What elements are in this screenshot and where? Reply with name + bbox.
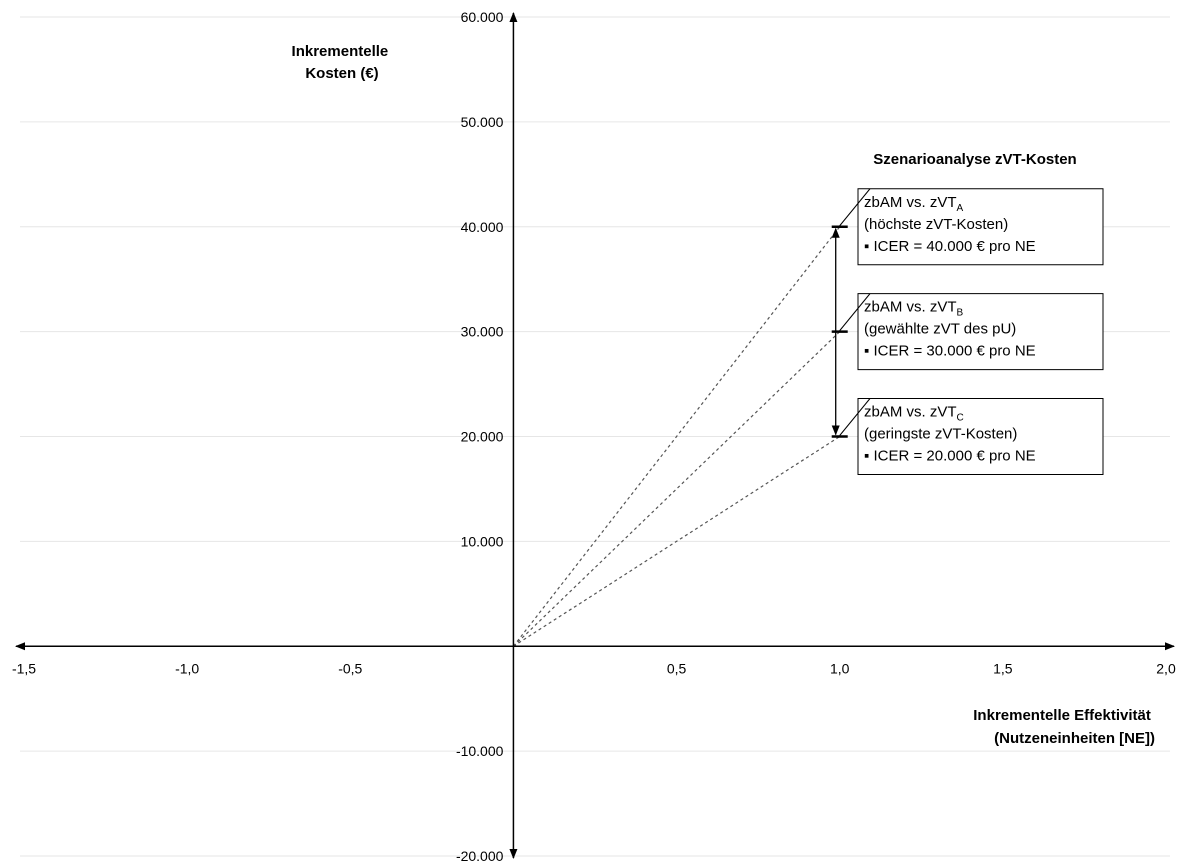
- annotation-b: zbAM vs. zVTB (gewählte zVT des pU) ▪ ICER…: [839, 293, 1104, 371]
- y-tick-label: 50.000: [461, 114, 504, 130]
- x-tick-label: 0,5: [667, 660, 687, 676]
- annotation-leader: [839, 398, 871, 436]
- annotation-description: (geringste zVT-Kosten): [864, 426, 1017, 443]
- icer-line-b: [513, 331, 841, 647]
- x-axis-title-line-2: (Nutzeneinheiten [NE]): [994, 730, 1155, 747]
- y-tick-label: 30.000: [461, 324, 504, 340]
- y-tick-label: 60.000: [461, 9, 504, 25]
- x-tick-label: -0,5: [338, 660, 362, 676]
- annotation-c: zbAM vs. zVTC (geringste zVT-Kosten) ▪ ICE…: [839, 398, 1104, 475]
- annotation-box: [857, 293, 1104, 371]
- y-tick-label: -10.000: [456, 743, 504, 759]
- icer-dashed-lines: [512, 226, 841, 647]
- y-axis-title-line-1: Inkrementelle: [292, 43, 389, 60]
- annotation-description: (gewählte zVT des pU): [864, 321, 1016, 338]
- y-axis-title: Inkrementelle Kosten (€): [292, 43, 393, 82]
- x-tick-label: 2,0: [1156, 660, 1176, 676]
- x-axis-title: Inkrementelle Effektivität (Nutzeneinhei…: [973, 707, 1155, 747]
- annotation-box: [857, 188, 1104, 266]
- icer-line-c: [513, 435, 841, 647]
- annotation-title: zbAM vs. zVTC: [864, 404, 964, 424]
- x-tick-label: 1,5: [993, 660, 1013, 676]
- data-points: [831, 225, 848, 438]
- annotation-icer: ▪ ICER = 40.000 € pro NE: [864, 238, 1036, 255]
- annotation-title-text: zbAM vs. zVT: [864, 194, 957, 211]
- x-tick-label: -1,5: [12, 660, 36, 676]
- annotation-boxes: zbAM vs. zVTA(höchste zVT-Kosten)▪ ICER …: [839, 188, 1104, 475]
- x-tick-labels: -1,5 -1,0 -0,5 0,5 1,0 1,5 2,0: [12, 660, 1176, 676]
- annotation-icer: ▪ ICER = 30.000 € pro NE: [864, 343, 1036, 360]
- x-tick-label: 1,0: [830, 660, 850, 676]
- y-tick-label: 20.000: [461, 429, 504, 445]
- y-tick-label: 40.000: [461, 219, 504, 235]
- annotation-title: zbAM vs. zVTA: [864, 194, 964, 214]
- chart-title: Szenarioanalyse zVT-Kosten: [873, 151, 1076, 168]
- annotation-box: [857, 398, 1104, 475]
- annotation-title-subscript: B: [957, 308, 964, 319]
- annotation-leader: [839, 293, 871, 331]
- annotation-title-text: zbAM vs. zVT: [864, 299, 957, 316]
- y-tick-labels: 60.000 50.000 40.000 30.000 20.000 10.000 -10.…: [456, 9, 504, 861]
- x-axis-title-line-1: Inkrementelle Effektivität: [973, 707, 1151, 724]
- annotation-description: (höchste zVT-Kosten): [864, 216, 1008, 233]
- annotation-a: zbAM vs. zVTA (höchste zVT-Kosten) ▪ ICER …: [839, 188, 1104, 266]
- axes: [15, 12, 1175, 859]
- annotation-leader: [839, 188, 871, 227]
- annotation-icer: ▪ ICER = 20.000 € pro NE: [864, 448, 1036, 465]
- annotation-title: zbAM vs. zVTB: [864, 299, 964, 319]
- annotation-title-subscript: A: [957, 203, 964, 214]
- y-tick-label: 10.000: [461, 533, 504, 549]
- annotation-title-subscript: C: [957, 413, 964, 424]
- icer-line-a: [512, 226, 841, 647]
- y-axis-title-line-2: Kosten (€): [305, 65, 378, 82]
- y-tick-label: -20.000: [456, 848, 504, 861]
- x-tick-label: -1,0: [175, 660, 199, 676]
- annotation-title-text: zbAM vs. zVT: [864, 404, 957, 421]
